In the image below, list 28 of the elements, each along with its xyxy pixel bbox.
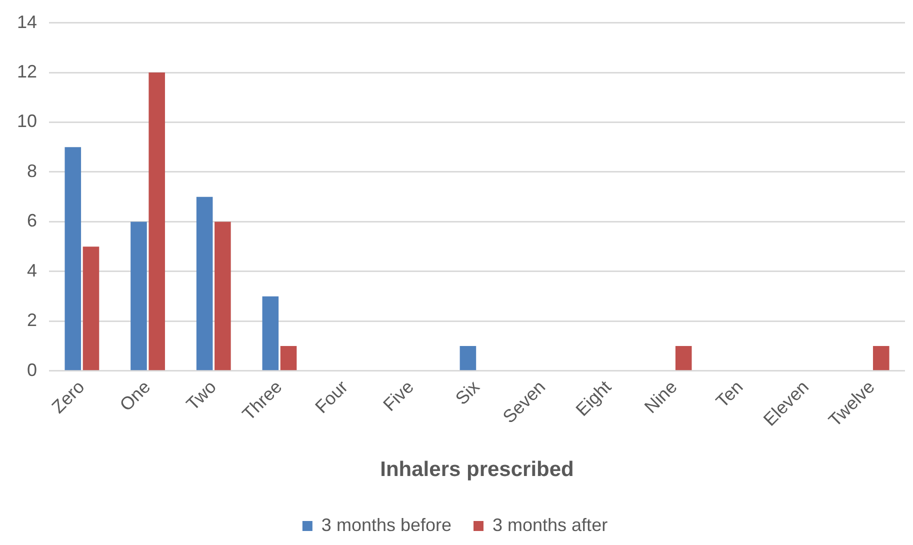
y-tick-label: 14	[16, 12, 38, 32]
x-tick-label: One	[116, 376, 154, 415]
x-tick-label: Five	[379, 376, 418, 415]
y-tick-label: 0	[27, 360, 38, 380]
bar	[460, 346, 476, 370]
bar	[196, 196, 213, 370]
legend-label: 3 months before	[321, 514, 452, 535]
x-tick-label: Two	[182, 376, 220, 414]
x-tick-label: Nine	[640, 376, 681, 418]
y-tick-label: 10	[16, 111, 38, 132]
legend-label: 3 months after	[492, 514, 608, 535]
x-tick-label: Six	[452, 376, 484, 409]
y-tick-label: 6	[27, 210, 38, 231]
x-axis-title: Inhalers prescribed	[380, 458, 574, 482]
y-tick-label: 8	[27, 160, 38, 181]
y-tick-label: 4	[27, 260, 38, 280]
bar	[214, 222, 231, 370]
bar	[280, 346, 297, 370]
y-tick-label: 12	[16, 62, 38, 82]
bar	[148, 72, 165, 370]
bar	[64, 147, 82, 370]
bar	[262, 296, 279, 370]
y-tick-label: 2	[27, 310, 38, 330]
bar	[675, 346, 692, 370]
x-tick-label: Ten	[712, 376, 747, 412]
bar	[130, 222, 147, 370]
bar	[82, 246, 100, 370]
bar	[872, 346, 890, 370]
